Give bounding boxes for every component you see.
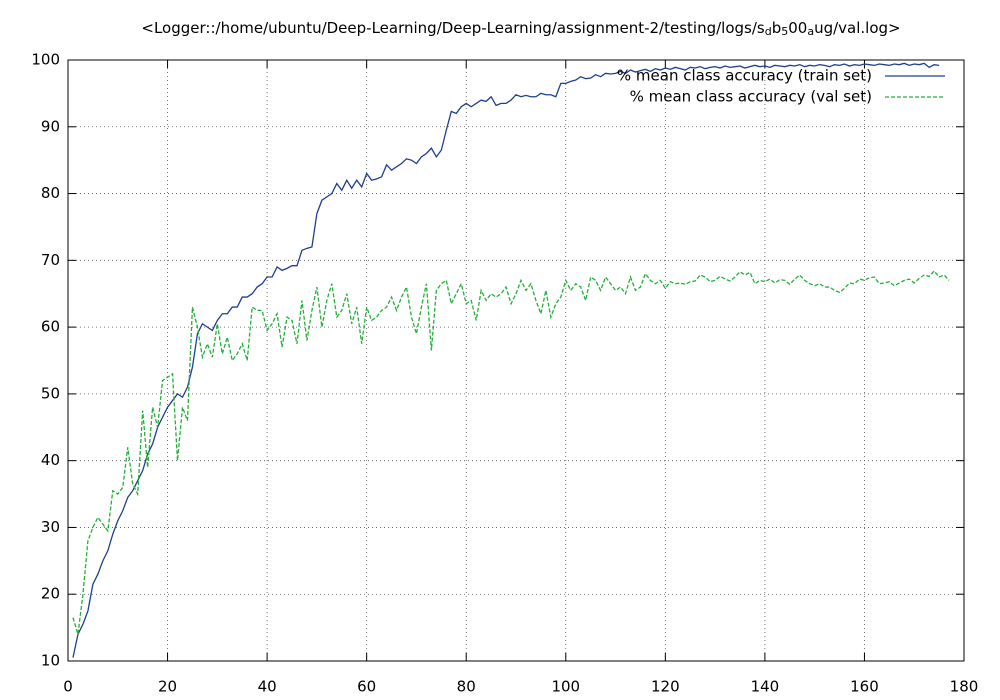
- title-subscript: d: [765, 25, 772, 38]
- x-tick-label: 0: [63, 678, 73, 696]
- chart-title: <Logger::/home/ubuntu/Deep-Learning/Deep…: [141, 19, 900, 39]
- x-tick-label: 160: [850, 678, 879, 696]
- y-tick-label: 50: [41, 384, 60, 402]
- title-subscript: 5: [781, 25, 788, 38]
- title-part: b: [772, 19, 782, 37]
- x-tick-label: 80: [457, 678, 476, 696]
- y-tick-label: 10: [41, 652, 60, 670]
- legend-label: % mean class accuracy (val set): [630, 88, 872, 106]
- x-tick-label: 60: [357, 678, 376, 696]
- y-tick-label: 20: [41, 585, 60, 603]
- data-line: [72, 62, 940, 658]
- x-tick-label: 100: [551, 678, 580, 696]
- title-subscript: a: [807, 25, 814, 38]
- y-tick-label: 100: [31, 51, 60, 69]
- y-tick-label: 70: [41, 251, 60, 269]
- x-tick-label: 120: [651, 678, 680, 696]
- plot-border: [67, 59, 965, 662]
- title-part: 00: [788, 19, 807, 37]
- legend-label: % mean class accuracy (train set): [617, 67, 872, 85]
- x-tick-label: 20: [158, 678, 177, 696]
- data-line: [72, 270, 950, 635]
- title-part: ug/val.log>: [814, 19, 901, 37]
- y-tick-label: 80: [41, 184, 60, 202]
- title-part: <Logger::/home/ubuntu/Deep-Learning/Deep…: [141, 19, 765, 37]
- y-tick-label: 40: [41, 451, 60, 469]
- y-tick-label: 60: [41, 318, 60, 336]
- y-tick-label: 90: [41, 117, 60, 135]
- x-tick-label: 40: [258, 678, 277, 696]
- x-tick-label: 140: [751, 678, 780, 696]
- y-tick-label: 30: [41, 518, 60, 536]
- x-tick-label: 180: [950, 678, 979, 696]
